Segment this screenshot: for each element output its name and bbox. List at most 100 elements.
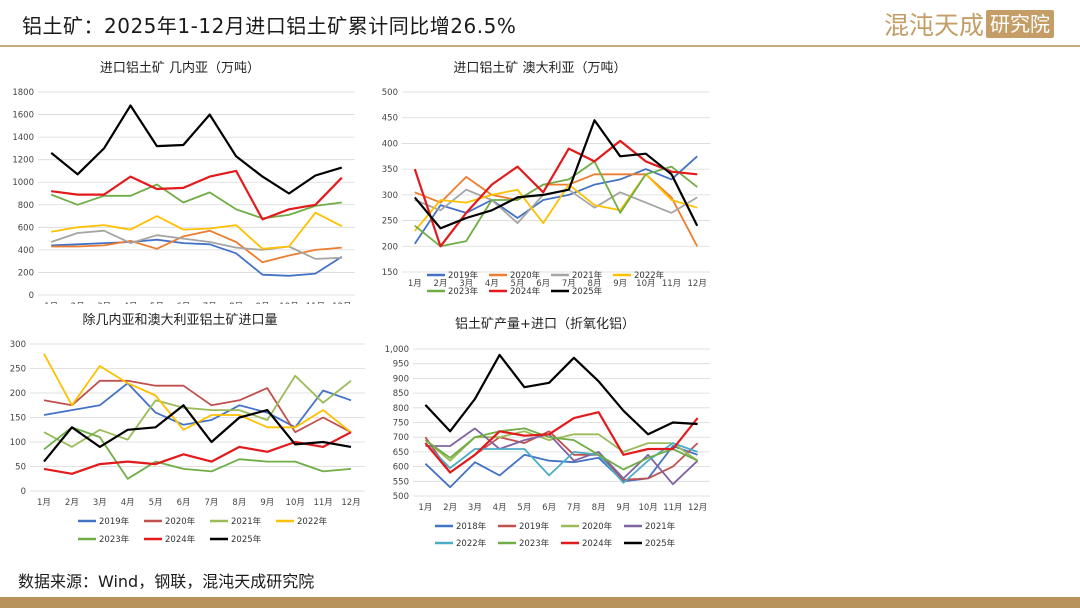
x-tick-label: 1月 <box>408 279 422 289</box>
x-tick-label: 11月 <box>662 279 681 289</box>
y-tick-label: 300 <box>10 340 26 350</box>
y-tick-label: 500 <box>382 88 398 98</box>
y-tick-label: 50 <box>15 463 26 473</box>
chart-production-plus-imports: 铝土矿产量+进口（折氧化铝） 500 550 600 650 700 750 800 850 90… <box>385 317 710 549</box>
x-tick-label: 4月 <box>493 503 507 513</box>
series-line-2024年 <box>413 139 698 248</box>
legend-label: 2020年 <box>582 521 613 532</box>
y-tick-label: 1200 <box>12 156 34 166</box>
source-note: 数据来源：Wind，钢联，混沌天成研究院 <box>18 572 315 591</box>
series-line-2025年 <box>413 119 699 230</box>
x-tick-label: 3月 <box>93 498 107 508</box>
x-tick-label: 5月 <box>150 302 164 304</box>
y-tick-label: 850 <box>393 389 409 399</box>
x-tick-label: 8月 <box>592 503 606 513</box>
brand-logo: 混沌天成 研究院 <box>884 6 1054 42</box>
x-tick-label: 12月 <box>688 503 707 513</box>
legend-label: 2021年 <box>231 516 262 527</box>
series-line-2020年 <box>43 379 352 434</box>
y-tick-label: 1400 <box>12 133 34 143</box>
legend-label: 2019年 <box>448 270 479 281</box>
series-line-2023年 <box>424 427 698 471</box>
y-tick-label: 1600 <box>12 111 34 121</box>
legend-label: 2024年 <box>582 538 613 549</box>
legend-label: 2024年 <box>165 534 196 545</box>
y-tick-label: 0 <box>29 291 34 301</box>
x-tick-label: 6月 <box>176 302 190 304</box>
series-line-2025年 <box>424 353 698 436</box>
x-tick-label: 2月 <box>71 302 85 304</box>
footer-bar <box>0 597 1080 608</box>
y-tick-label: 1800 <box>12 88 34 98</box>
legend-label: 2023年 <box>519 538 550 549</box>
y-tick-label: 500 <box>393 492 409 502</box>
chart-other-imports: 除几内亚和澳大利亚铝土矿进口量 0 50 100 150 200 250 300 1月 2月 3月 4… <box>10 312 365 545</box>
logo-text: 混沌天成 <box>883 11 984 40</box>
series-line-2023年 <box>50 183 342 220</box>
y-tick-label: 200 <box>382 242 398 252</box>
x-tick-label: 1月 <box>418 503 432 513</box>
x-tick-label: 10月 <box>279 302 298 304</box>
legend-label: 2022年 <box>297 516 328 527</box>
x-tick-label: 12月 <box>341 498 360 508</box>
y-tick-label: 200 <box>18 268 34 278</box>
series-line-2021年 <box>50 229 342 260</box>
logo-box: 研究院 <box>986 10 1054 38</box>
series-line-2021年 <box>425 427 699 486</box>
y-tick-label: 1,000 <box>385 345 409 355</box>
x-tick-label: 2月 <box>443 503 457 513</box>
series-line-2023年 <box>43 426 352 480</box>
x-tick-label: 1月 <box>44 302 58 304</box>
chart-title: 铝土矿产量+进口（折氧化铝） <box>455 317 635 332</box>
legend-label: 2019年 <box>519 521 550 532</box>
x-tick-label: 9月 <box>613 279 627 289</box>
x-tick-label: 9月 <box>260 498 274 508</box>
chart-australia-imports: 进口铝土矿 澳大利亚（万吨） 150 200 250 300 350 400 450 500 1月… <box>382 60 710 297</box>
y-tick-label: 150 <box>10 414 26 424</box>
page-title: 铝土矿：2025年1-12月进口铝土矿累计同比增26.5% <box>22 14 517 38</box>
series-line-2020年 <box>51 229 342 264</box>
legend-label: 2018年 <box>456 521 487 532</box>
legend-label: 2023年 <box>99 534 130 545</box>
series-line-2025年 <box>50 104 343 195</box>
x-tick-label: 8月 <box>232 498 246 508</box>
x-tick-label: 6月 <box>177 498 191 508</box>
y-tick-label: 800 <box>393 404 409 414</box>
x-tick-label: 2月 <box>434 279 448 289</box>
chart-title: 进口铝土矿 几内亚（万吨） <box>100 60 260 76</box>
legend-label: 2023年 <box>448 286 479 297</box>
legend-label: 2021年 <box>645 521 676 532</box>
series-line-2021年 <box>43 374 352 448</box>
legend-label: 2022年 <box>456 538 487 549</box>
legend-label: 2021年 <box>572 270 603 281</box>
x-tick-label: 1月 <box>37 498 51 508</box>
x-tick-label: 6月 <box>536 279 550 289</box>
series-line-2022年 <box>51 211 343 250</box>
series-line-2024年 <box>43 431 352 475</box>
x-tick-label: 7月 <box>204 498 218 508</box>
y-tick-label: 950 <box>393 360 409 370</box>
x-tick-label: 4月 <box>123 302 137 304</box>
x-tick-label: 6月 <box>542 503 556 513</box>
y-tick-label: 1000 <box>12 178 34 188</box>
y-tick-label: 100 <box>10 438 26 448</box>
y-tick-label: 600 <box>18 223 34 233</box>
x-tick-label: 8月 <box>229 302 243 304</box>
series-line-2024年 <box>51 169 343 221</box>
chart-title: 进口铝土矿 澳大利亚（万吨） <box>453 60 626 76</box>
chart-guinea-imports: 进口铝土矿 几内亚（万吨） 0 200 400 600 800 1000 1200 1400 16… <box>12 60 355 304</box>
series-line-2025年 <box>43 404 352 463</box>
series-line-2024年 <box>424 411 699 474</box>
y-tick-label: 650 <box>393 448 409 458</box>
x-tick-label: 12月 <box>688 279 707 289</box>
y-tick-label: 250 <box>10 365 26 375</box>
chart-title: 除几内亚和澳大利亚铝土矿进口量 <box>82 312 277 328</box>
x-tick-label: 12月 <box>332 302 351 304</box>
x-tick-label: 9月 <box>616 503 630 513</box>
x-tick-label: 7月 <box>203 302 217 304</box>
x-tick-label: 11月 <box>663 503 682 513</box>
legend-label: 2024年 <box>510 286 541 297</box>
y-tick-label: 250 <box>382 217 398 227</box>
y-tick-label: 750 <box>393 419 409 429</box>
y-tick-label: 700 <box>393 433 409 443</box>
